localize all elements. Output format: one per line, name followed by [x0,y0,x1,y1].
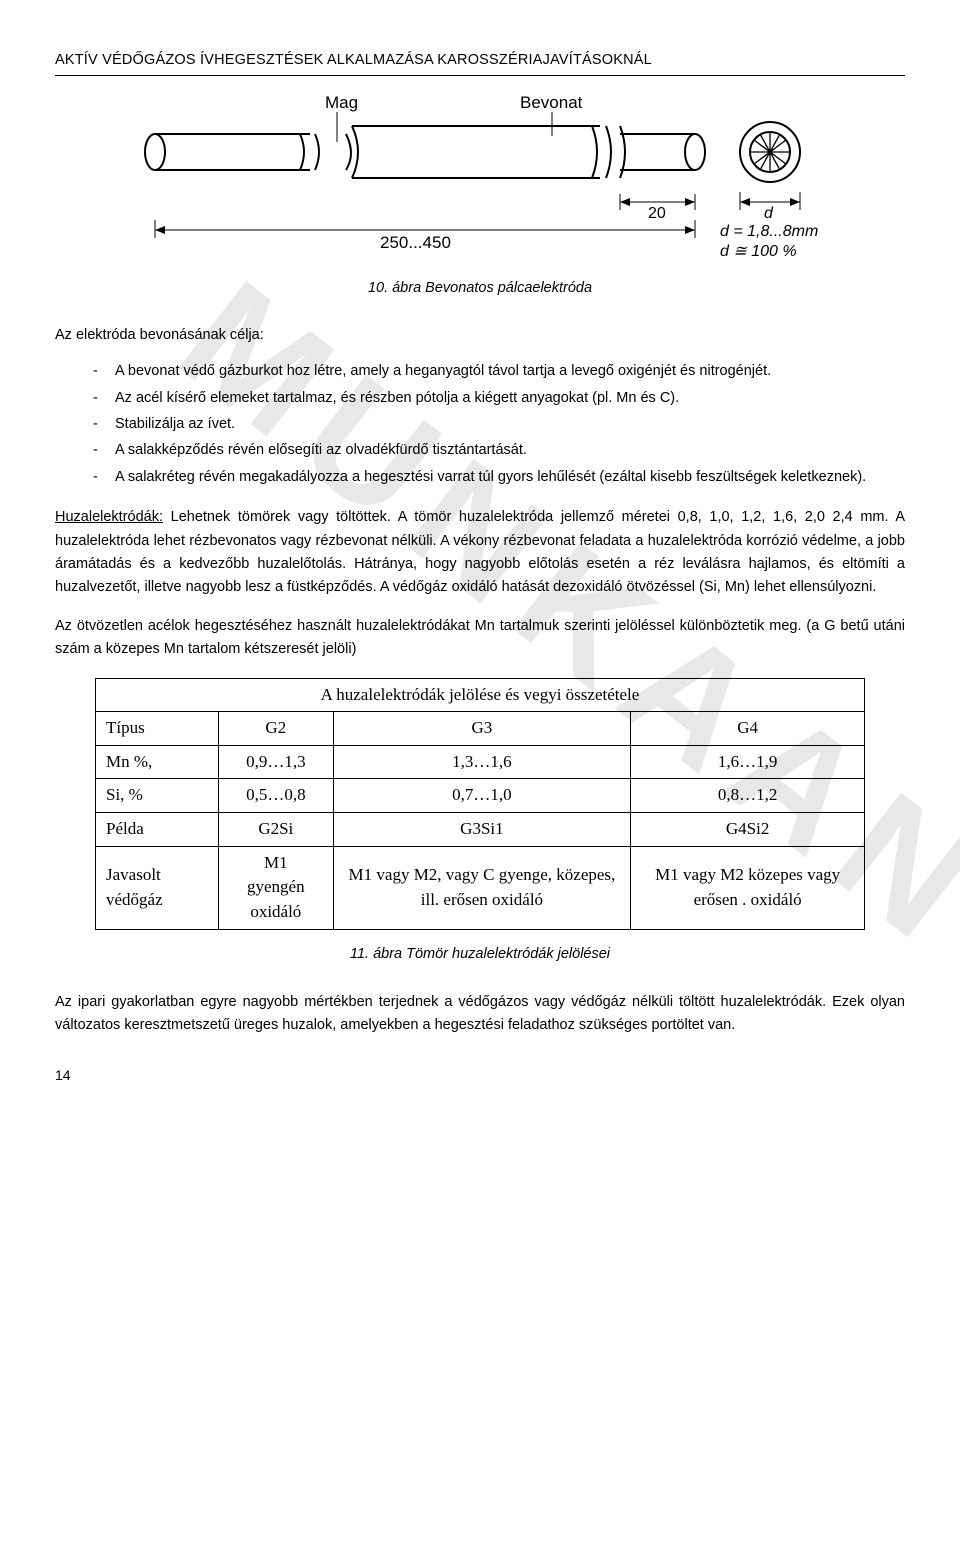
diag-label-bevonat: Bevonat [520,94,583,112]
table-cell: M1 vagy M2, vagy C gyenge, közepes, ill.… [333,846,631,929]
para1-text: Lehetnek tömörek vagy töltöttek. A tömör… [55,509,905,595]
table-cell: G2 [219,712,334,746]
page-number: 14 [55,1065,905,1085]
table-cell: 0,5…0,8 [219,779,334,813]
list-item: A bevonat védő gázburkot hoz létre, amel… [93,360,905,382]
table-cell: 0,7…1,0 [333,779,631,813]
table-title: A huzalelektródák jelölése és vegyi össz… [96,678,865,712]
figure-caption-10: 10. ábra Bevonatos pálcaelektróda [55,278,905,299]
paragraph-otvozetlen: Az ötvözetlen acélok hegesztéséhez haszn… [55,615,905,661]
diag-label-mag: Mag [325,94,358,112]
table-cell: G3Si1 [333,813,631,847]
table-cell: G3 [333,712,631,746]
bullet-list: A bevonat védő gázburkot hoz létre, amel… [55,360,905,488]
table-cell: 0,9…1,3 [219,745,334,779]
table-cell: Si, % [96,779,219,813]
paragraph-huzal: Huzalelektródák: Lehetnek tömörek vagy t… [55,506,905,599]
list-item: Stabilizálja az ívet. [93,413,905,435]
intro-line: Az elektróda bevonásának célja: [55,325,905,346]
table-cell: Típus [96,712,219,746]
page-header: AKTÍV VÉDŐGÁZOS ÍVHEGESZTÉSEK ALKALMAZÁS… [55,50,905,76]
list-item: Az acél kísérő elemeket tartalmaz, és ré… [93,387,905,409]
table-cell: Mn %, [96,745,219,779]
table-cell: G4Si2 [631,813,865,847]
diag-dim-d: d [764,205,774,222]
paragraph-ipari: Az ipari gyakorlatban egyre nagyobb mért… [55,991,905,1037]
table-cell: 1,6…1,9 [631,745,865,779]
table-cell: M1 gyengén oxidáló [219,846,334,929]
table-cell: G4 [631,712,865,746]
diag-note-d: d = 1,8...8mm [720,223,818,240]
diag-note-pct: d ≅ 100 % [720,243,797,260]
electrode-diagram: Mag Bevonat 20 d 250 [100,94,860,264]
para1-lead: Huzalelektródák: [55,509,163,525]
table-cell: Javasolt védőgáz [96,846,219,929]
wire-electrode-table: A huzalelektródák jelölése és vegyi össz… [95,678,865,930]
table-cell: 0,8…1,2 [631,779,865,813]
table-cell: Példa [96,813,219,847]
list-item: A salakképződés révén elősegíti az olvad… [93,439,905,461]
diag-dim-20: 20 [648,205,666,222]
table-cell: M1 vagy M2 közepes vagy erősen . oxidáló [631,846,865,929]
figure-caption-11: 11. ábra Tömör huzalelektródák jelölései [55,944,905,965]
table-cell: G2Si [219,813,334,847]
list-item: A salakréteg révén megakadályozza a hege… [93,466,905,488]
diag-dim-250-450: 250...450 [380,233,451,252]
table-cell: 1,3…1,6 [333,745,631,779]
